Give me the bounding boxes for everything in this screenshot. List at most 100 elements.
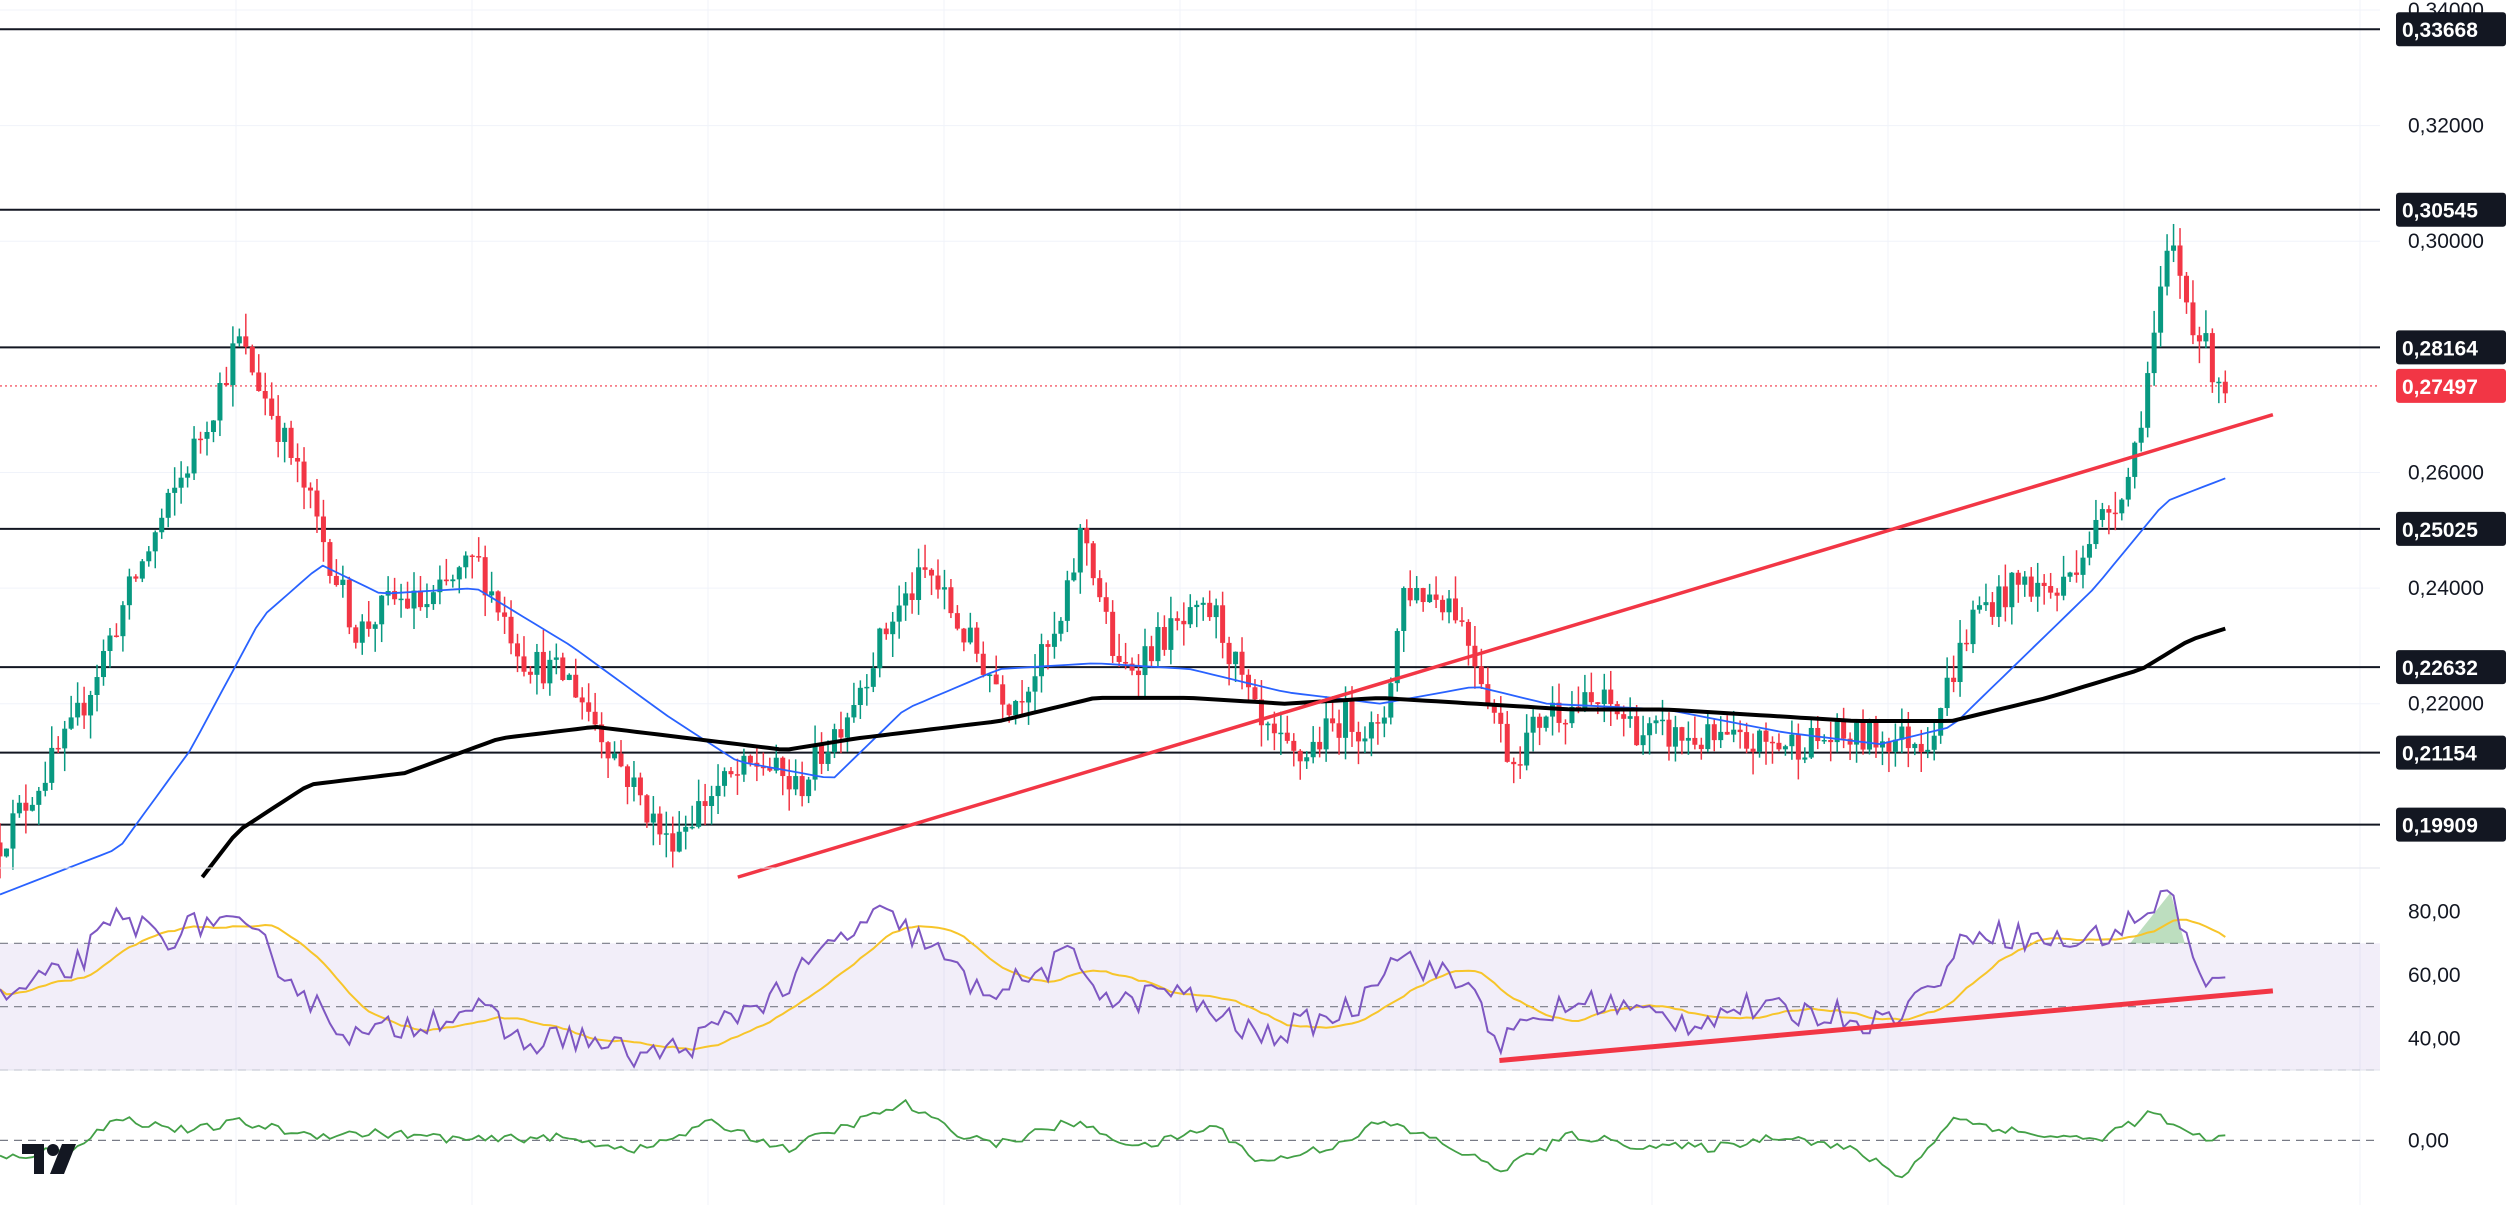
candle-body [392, 591, 398, 600]
candle-body [586, 702, 592, 712]
price-level-badge[interactable] [2396, 807, 2506, 842]
horizontal-levels[interactable] [0, 28, 2380, 826]
candle-body [2093, 519, 2099, 545]
candle-body [1355, 731, 1361, 742]
candle-body [1763, 730, 1769, 742]
candle-body [2164, 250, 2170, 287]
candle-body [2067, 572, 2073, 577]
rsi-tick-label: 40,00 [2408, 1027, 2461, 1050]
candle-body [1627, 716, 1633, 719]
candle-body [2106, 509, 2112, 513]
price-level-badge[interactable] [2396, 735, 2506, 770]
candle-body [1465, 621, 1471, 646]
candle-body [2119, 499, 2125, 514]
candle-body [1478, 666, 1484, 685]
candle-body [1757, 730, 1763, 752]
candle-body [1323, 718, 1329, 750]
price-level-badge[interactable] [2396, 650, 2506, 685]
candle-body [1660, 719, 1666, 722]
candle-body [372, 624, 378, 629]
candle-body [1038, 644, 1044, 677]
candle-body [993, 674, 999, 685]
candle-body [463, 555, 469, 568]
candle-body [1271, 723, 1277, 734]
candle-body [2112, 512, 2118, 515]
candle-body [1252, 687, 1258, 700]
candle-body [1595, 702, 1601, 705]
candle-body [1537, 716, 1543, 728]
candle-body [2190, 302, 2196, 336]
candle-body [2196, 335, 2202, 342]
candle-body [2002, 586, 2008, 608]
candle-body [1582, 692, 1588, 711]
price-tick-label: 0,32000 [2408, 115, 2484, 138]
trendline[interactable] [737, 412, 2274, 879]
candle-body [1491, 705, 1497, 713]
candle-body [0, 842, 3, 857]
price-level-label: 0,28164 [2402, 337, 2478, 360]
price-panel[interactable] [0, 28, 2380, 896]
candle-body [1511, 761, 1517, 765]
candle-body [773, 757, 779, 771]
candle-body [165, 492, 171, 518]
candle-body [1349, 699, 1355, 732]
candle-body [1944, 677, 1950, 709]
candle-body [29, 804, 35, 811]
candle-body [566, 674, 572, 680]
last-price-badge[interactable] [2396, 368, 2506, 403]
candle-body [1097, 578, 1103, 598]
candle-body [340, 579, 346, 586]
candle-body [1407, 588, 1413, 601]
candle-body [2080, 557, 2086, 575]
candle-body [534, 651, 540, 675]
candle-body [1343, 699, 1349, 738]
momentum-panel[interactable] [0, 1098, 2380, 1179]
candle-body [1634, 716, 1640, 746]
price-level-badge[interactable] [2396, 12, 2506, 47]
candle-body [967, 627, 973, 643]
rsi-panel[interactable] [0, 889, 2380, 1071]
candle-body [599, 724, 605, 743]
candle-body [1000, 684, 1006, 705]
candle-body [430, 592, 436, 605]
price-trendline[interactable] [737, 412, 2274, 879]
candle-body [353, 627, 359, 643]
tradingview-logo-icon [22, 1144, 76, 1174]
candle-body [469, 555, 475, 558]
candle-body [793, 776, 799, 790]
candle-body [107, 635, 113, 652]
candle-body [864, 686, 870, 689]
candle-body [618, 753, 624, 767]
price-level-label: 0,19909 [2402, 815, 2478, 838]
candle-body [482, 557, 488, 596]
rsi-overbought-fill [2130, 892, 2185, 944]
candle-body [508, 616, 514, 644]
candle-body [2216, 381, 2222, 384]
candle-body [1207, 602, 1213, 618]
candle-body [1459, 620, 1465, 622]
candle-body [133, 576, 139, 579]
candle-body [262, 390, 268, 399]
candle-body [320, 516, 326, 543]
candle-body [295, 457, 301, 462]
price-level-badge[interactable] [2396, 511, 2506, 546]
candle-body [243, 336, 249, 347]
candle-body [1776, 742, 1782, 750]
candle-body [1420, 587, 1426, 603]
price-level-badge[interactable] [2396, 192, 2506, 227]
price-level-label: 0,33668 [2402, 19, 2478, 42]
candle-body [2183, 275, 2189, 303]
candle-body [2158, 286, 2164, 333]
candle-body [223, 383, 229, 386]
price-axis[interactable]: 0,340000,320000,300000,260000,240000,220… [2380, 0, 2514, 1219]
price-level-badge[interactable] [2396, 330, 2506, 365]
candle-body [1123, 661, 1129, 664]
candle-body [1854, 722, 1860, 745]
candle-body [68, 717, 74, 729]
rsi-trendline[interactable] [1499, 988, 2274, 1063]
candle-body [1750, 748, 1756, 752]
candle-body [1867, 722, 1873, 750]
price-tick-label: 0,30000 [2408, 230, 2484, 253]
candle-body [1705, 724, 1711, 750]
